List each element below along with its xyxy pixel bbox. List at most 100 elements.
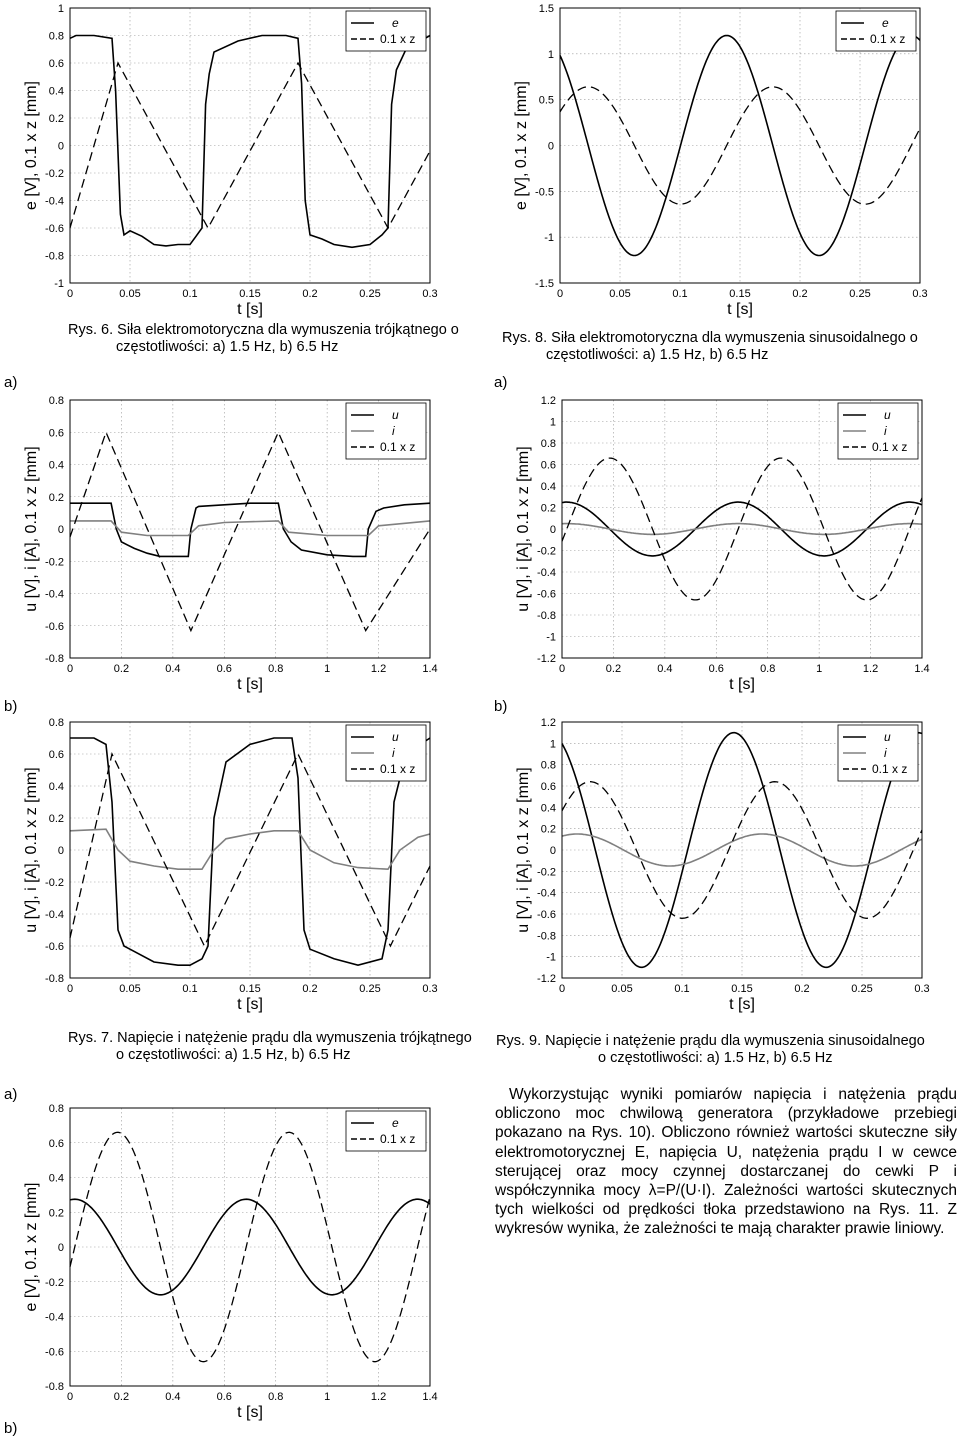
fig7b-series-2 [69, 752, 431, 948]
fig9a-xtick-label: 0.6 [709, 663, 724, 675]
fig9a-legend-entry-1: i [884, 424, 887, 438]
fig9a-xtick-label: 0.2 [606, 663, 621, 675]
fig9b-legend-entry-2: 0.1 x z [872, 762, 907, 776]
fig6b-series-0 [69, 34, 431, 249]
fig8-caption-line2: częstotliwości: a) 1.5 Hz, b) 6.5 Hz [546, 347, 769, 363]
fig6b-ytick-label: 0.4 [49, 86, 64, 98]
fig7a-ytick-label: 0.8 [49, 395, 64, 407]
fig8b-legend-entry-0: e [882, 16, 889, 30]
fig9b-ytick-label: 0.2 [541, 824, 556, 836]
fig6b-ytick-label: -0.8 [45, 251, 64, 263]
fig7b-legend-entry-2: 0.1 x z [380, 762, 415, 776]
fig9a-ytick-label: -0.4 [537, 567, 556, 579]
fig9b-ytick-label: -1.2 [537, 973, 556, 985]
fig10a-series-1 [69, 1131, 431, 1363]
fig8b-axes-frame [559, 7, 921, 284]
fig10a-label: a) [4, 1086, 18, 1103]
fig7a-ytick-label: 0.4 [49, 460, 64, 472]
fig7b-legend-entry-1: i [392, 746, 395, 760]
fig9b-ytick-label: 1 [550, 738, 556, 750]
fig6-caption-line2: częstotliwości: a) 1.5 Hz, b) 6.5 Hz [116, 339, 339, 355]
fig9a-xlabel: t [s] [729, 676, 755, 693]
fig7b-xtick-label: 0.25 [359, 983, 380, 995]
fig9a-legend-entry-0: u [884, 408, 891, 422]
fig7a-xtick-label: 0.8 [268, 663, 283, 675]
fig9b-ytick-label: -0.4 [537, 888, 556, 900]
fig10a-ytick-label: -0.2 [45, 1277, 64, 1289]
fig9-caption-line1: Rys. 9. Napięcie i natężenie prądu dla w… [496, 1033, 925, 1049]
fig9b-xtick-label: 0.15 [731, 983, 752, 995]
fig9a-xtick-label: 1 [816, 663, 822, 675]
fig8b-xlabel: t [s] [727, 301, 753, 318]
fig7a-legend-entry-1: i [392, 424, 395, 438]
fig9a-ytick-label: 0.2 [541, 503, 556, 515]
fig8b-series-0 [559, 34, 921, 257]
fig10a-ytick-label: 0.6 [49, 1138, 64, 1150]
fig7a-ylabel: u [V], i [A], 0.1 x z [mm] [23, 446, 40, 611]
fig10a-ylabel: e [V], 0.1 x z [mm] [23, 1183, 40, 1312]
fig10a-xtick-label: 0.8 [268, 1391, 283, 1403]
fig8b-xtick-label: 0.2 [792, 288, 807, 300]
fig8b-ytick-label: 0.5 [539, 95, 554, 107]
fig6b-ytick-label: 0.2 [49, 113, 64, 125]
fig7a-ytick-label: 0 [58, 524, 64, 536]
fig7a-xtick-label: 1.4 [422, 663, 437, 675]
fig9a-ytick-label: 1 [550, 417, 556, 429]
fig8b-ytick-label: 1 [548, 49, 554, 61]
fig9-caption-line2: o częstotliwości: a) 1.5 Hz, b) 6.5 Hz [598, 1050, 833, 1066]
fig6b-ytick-label: -1 [54, 278, 64, 290]
fig9b-ytick-label: 1.2 [541, 717, 556, 729]
fig6-caption-line1: Rys. 6. Siła elektromotoryczna dla wymus… [68, 322, 459, 338]
fig7b-series-1 [69, 828, 431, 871]
fig7b-label: b) [4, 698, 18, 715]
fig9b-ylabel: u [V], i [A], 0.1 x z [mm] [515, 767, 532, 932]
fig8b-ytick-label: -1.5 [535, 278, 554, 290]
fig8b-legend-entry-1: 0.1 x z [870, 32, 905, 46]
fig6b-ytick-label: 0.6 [49, 58, 64, 70]
fig8b-legend [835, 10, 917, 52]
body-paragraph-text: Wykorzystując wyniki pomiarów napięcia i… [495, 1086, 957, 1238]
fig7b-ytick-label: 0.2 [49, 813, 64, 825]
fig7a-xtick-label: 1 [324, 663, 330, 675]
fig10a-legend-entry-1: 0.1 x z [380, 1132, 415, 1146]
fig7a-xtick-label: 0.6 [217, 663, 232, 675]
fig7b-ytick-label: 0 [58, 845, 64, 857]
fig8b-ytick-label: 0 [548, 141, 554, 153]
fig8b-ytick-label: -0.5 [535, 186, 554, 198]
fig7a-ytick-label: -0.6 [45, 621, 64, 633]
fig7b-ytick-label: -0.6 [45, 941, 64, 953]
fig9b-xtick-label: 0.2 [794, 983, 809, 995]
fig9a-series-0 [561, 501, 923, 557]
fig6b-ytick-label: 1 [58, 3, 64, 15]
fig7b-xlabel: t [s] [237, 996, 263, 1013]
fig7b-ytick-label: 0.8 [49, 717, 64, 729]
fig9a-ytick-label: -0.8 [537, 610, 556, 622]
fig10a-xtick-label: 0.2 [114, 1391, 129, 1403]
fig6b-axes-frame [69, 7, 431, 284]
fig8-caption: Rys. 8. Siła elektromotoryczna dla wymus… [502, 330, 958, 364]
fig7b-xtick-label: 0.3 [422, 983, 437, 995]
fig7b-ytick-label: 0.4 [49, 781, 64, 793]
fig6b-series-1 [69, 61, 431, 230]
fig7b-xtick-label: 0.15 [239, 983, 260, 995]
fig6b-ytick-label: -0.2 [45, 168, 64, 180]
fig6b-xtick-label: 0 [67, 288, 73, 300]
fig7a-ytick-label: 0.2 [49, 492, 64, 504]
fig7-caption-line1: Rys. 7. Napięcie i natężenie prądu dla w… [68, 1030, 472, 1046]
fig9b-series-1 [561, 833, 923, 867]
fig9a-ytick-label: -1.2 [537, 653, 556, 665]
fig7b-xtick-label: 0.05 [119, 983, 140, 995]
fig7a-ytick-label: 0.6 [49, 427, 64, 439]
fig6b-xlabel: t [s] [237, 301, 263, 318]
fig9b-xtick-label: 0.1 [674, 983, 689, 995]
fig9a-legend-entry-2: 0.1 x z [872, 440, 907, 454]
fig6b-xtick-label: 0.2 [302, 288, 317, 300]
fig9b-xtick-label: 0.25 [851, 983, 872, 995]
fig9a-ytick-label: 0 [550, 524, 556, 536]
fig9b-ytick-label: 0.6 [541, 781, 556, 793]
fig7b-legend-entry-0: u [392, 730, 399, 744]
